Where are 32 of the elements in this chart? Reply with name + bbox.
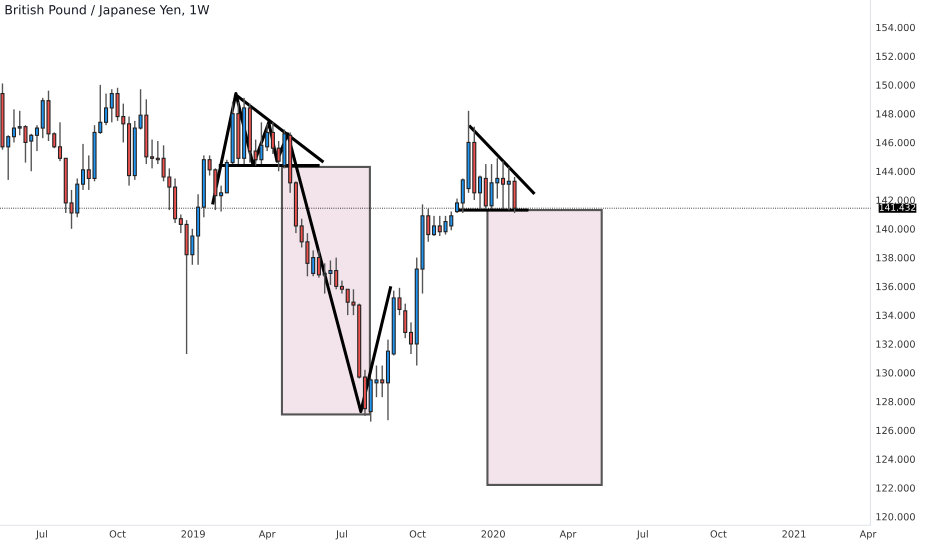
x-tick-label: Jul xyxy=(336,530,347,540)
y-tick-label: 150.000 xyxy=(876,81,915,89)
y-tick-label: 126.000 xyxy=(876,426,915,434)
x-tick-label: 2021 xyxy=(782,530,806,538)
y-tick-label: 138.000 xyxy=(876,254,915,262)
y-tick-label: 140.000 xyxy=(876,225,915,233)
y-tick-label: 132.000 xyxy=(876,340,915,348)
chart-title: British Pound / Japanese Yen, 1W xyxy=(6,4,210,17)
x-tick-label: 2020 xyxy=(482,530,505,538)
y-tick-label: 148.000 xyxy=(876,110,915,118)
y-tick-label: 122.000 xyxy=(876,484,915,492)
x-tick-label: Jul xyxy=(636,530,648,540)
y-tick-label: 128.000 xyxy=(876,398,915,406)
x-tick-label: Apr xyxy=(560,530,576,540)
x-tick-label: Oct xyxy=(410,530,426,538)
x-tick-label: Oct xyxy=(710,530,727,538)
y-tick-label: 130.000 xyxy=(876,369,915,377)
x-tick-label: Jul xyxy=(36,530,47,540)
y-tick-label: 144.000 xyxy=(876,168,915,176)
x-tick-label: 2019 xyxy=(182,530,205,538)
y-tick-label: 146.000 xyxy=(876,138,915,146)
y-tick-label: 136.000 xyxy=(876,282,915,290)
x-tick-label: Apr xyxy=(258,530,276,540)
ref-line-label: 141.432 xyxy=(880,204,916,211)
y-tick-label: 154.000 xyxy=(876,24,915,32)
y-tick-label: 124.000 xyxy=(876,456,915,463)
y-tick-label: 134.000 xyxy=(876,312,915,319)
x-tick-label: Oct xyxy=(110,530,126,538)
x-tick-label: Apr xyxy=(860,530,876,540)
y-tick-label: 142.000 xyxy=(876,196,915,204)
y-tick-label: 152.000 xyxy=(876,52,915,60)
y-tick-label: 120.000 xyxy=(876,513,915,520)
